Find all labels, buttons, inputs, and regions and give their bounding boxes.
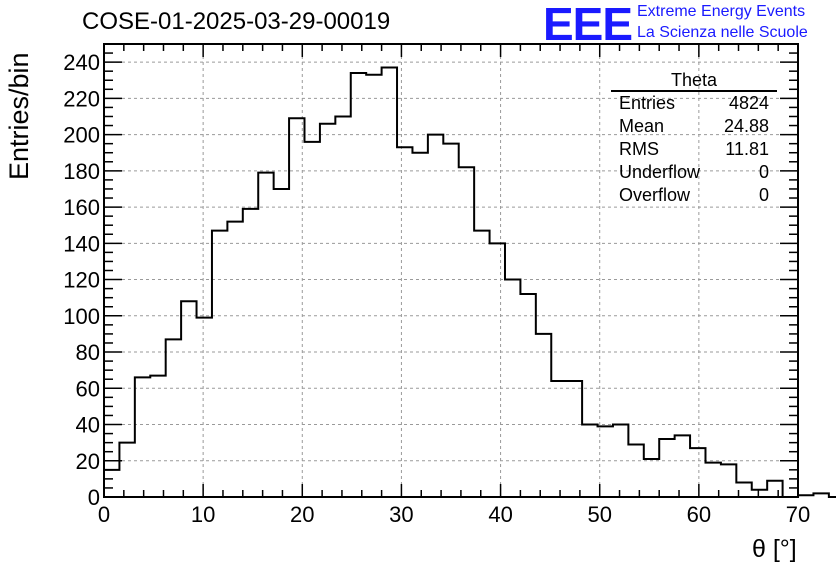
y-tick-label: 160 <box>63 195 100 220</box>
histogram-bin <box>520 294 535 497</box>
stats-value: 11.81 <box>725 139 769 159</box>
histogram-bin <box>551 381 566 497</box>
histogram-bin <box>274 189 289 497</box>
histogram-bin <box>166 339 181 497</box>
histogram-bin <box>628 444 643 497</box>
y-axis-label: Entries/bin <box>4 52 34 180</box>
x-tick-label: 30 <box>389 502 413 527</box>
histogram-bin <box>644 459 659 497</box>
histogram-bin <box>135 377 150 497</box>
y-tick-label: 180 <box>63 159 100 184</box>
x-tick-label: 50 <box>587 502 611 527</box>
histogram-bin <box>721 464 736 497</box>
histogram-bin <box>382 68 397 497</box>
stats-row-mean: Mean 24.88 <box>611 115 777 138</box>
histogram-bin <box>490 243 505 497</box>
x-tick-label: 40 <box>488 502 512 527</box>
y-tick-label: 140 <box>63 231 100 256</box>
stats-row-entries: Entries 4824 <box>611 92 777 115</box>
stats-row-overflow: Overflow 0 <box>611 184 777 207</box>
y-tick-label: 80 <box>76 340 100 365</box>
x-tick-label: 20 <box>290 502 314 527</box>
logo-caption-line2: La Scienza nelle Scuole <box>637 24 808 41</box>
histogram-bin <box>752 490 767 497</box>
histogram-bin <box>351 73 366 497</box>
y-tick-label: 100 <box>63 304 100 329</box>
stats-value: 0 <box>758 185 769 205</box>
x-axis-label: θ [°] <box>752 535 797 563</box>
histogram-bin <box>320 124 335 497</box>
histogram-bin <box>659 439 674 497</box>
histogram-bin <box>258 173 273 497</box>
histogram-bin <box>335 116 350 497</box>
x-tick-label: 70 <box>786 502 810 527</box>
histogram-bin <box>104 470 119 497</box>
histogram-bin <box>366 75 381 497</box>
y-tick-label: 60 <box>76 376 100 401</box>
histogram-bin <box>150 376 165 497</box>
histogram-bin <box>227 222 242 497</box>
histogram-bin <box>243 209 258 497</box>
x-tick-label: 10 <box>191 502 215 527</box>
histogram-bin <box>767 481 782 497</box>
stats-box: Theta Entries 4824 Mean 24.88 RMS 11.81 … <box>611 70 777 207</box>
histogram-bin <box>443 144 458 497</box>
x-tick-label: 0 <box>98 502 110 527</box>
histogram-bin <box>181 301 196 497</box>
y-tick-label: 120 <box>63 268 100 293</box>
histogram-bin <box>690 448 705 497</box>
y-tick-label: 220 <box>63 86 100 111</box>
histogram-outline <box>103 66 836 498</box>
histogram-bin <box>536 334 551 497</box>
eee-logo: EEE <box>543 0 633 50</box>
stats-label: Overflow <box>619 185 691 205</box>
x-tick-label: 60 <box>687 502 711 527</box>
stats-label: Underflow <box>619 162 701 182</box>
stats-row-underflow: Underflow 0 <box>611 161 777 184</box>
stats-row-rms: RMS 11.81 <box>611 138 777 161</box>
stats-value: 4824 <box>728 93 769 113</box>
histogram-bin <box>212 231 227 497</box>
stats-label: Mean <box>619 116 665 136</box>
histogram-bin <box>197 318 212 497</box>
y-tick-label: 240 <box>63 50 100 75</box>
stats-label: RMS <box>619 139 659 159</box>
histogram-bin <box>459 167 474 497</box>
y-tick-label: 200 <box>63 123 100 148</box>
histogram-bin <box>119 443 134 497</box>
histogram-bin <box>304 142 319 497</box>
logo-caption-line1: Extreme Energy Events <box>637 3 806 20</box>
y-tick-label: 40 <box>76 413 100 438</box>
histogram-bin <box>397 147 412 497</box>
histogram-bin <box>567 381 582 497</box>
histogram-bin <box>675 435 690 497</box>
chart-title: COSE-01-2025-03-29-00019 <box>82 8 391 35</box>
y-tick-label: 20 <box>76 449 100 474</box>
y-tick-label: 0 <box>88 485 100 510</box>
stats-title: Theta <box>611 70 777 92</box>
stats-label: Entries <box>619 93 676 113</box>
histogram-bin <box>412 153 427 497</box>
histogram-bin <box>474 231 489 497</box>
stats-value: 24.88 <box>723 116 769 136</box>
stats-value: 0 <box>758 162 769 182</box>
